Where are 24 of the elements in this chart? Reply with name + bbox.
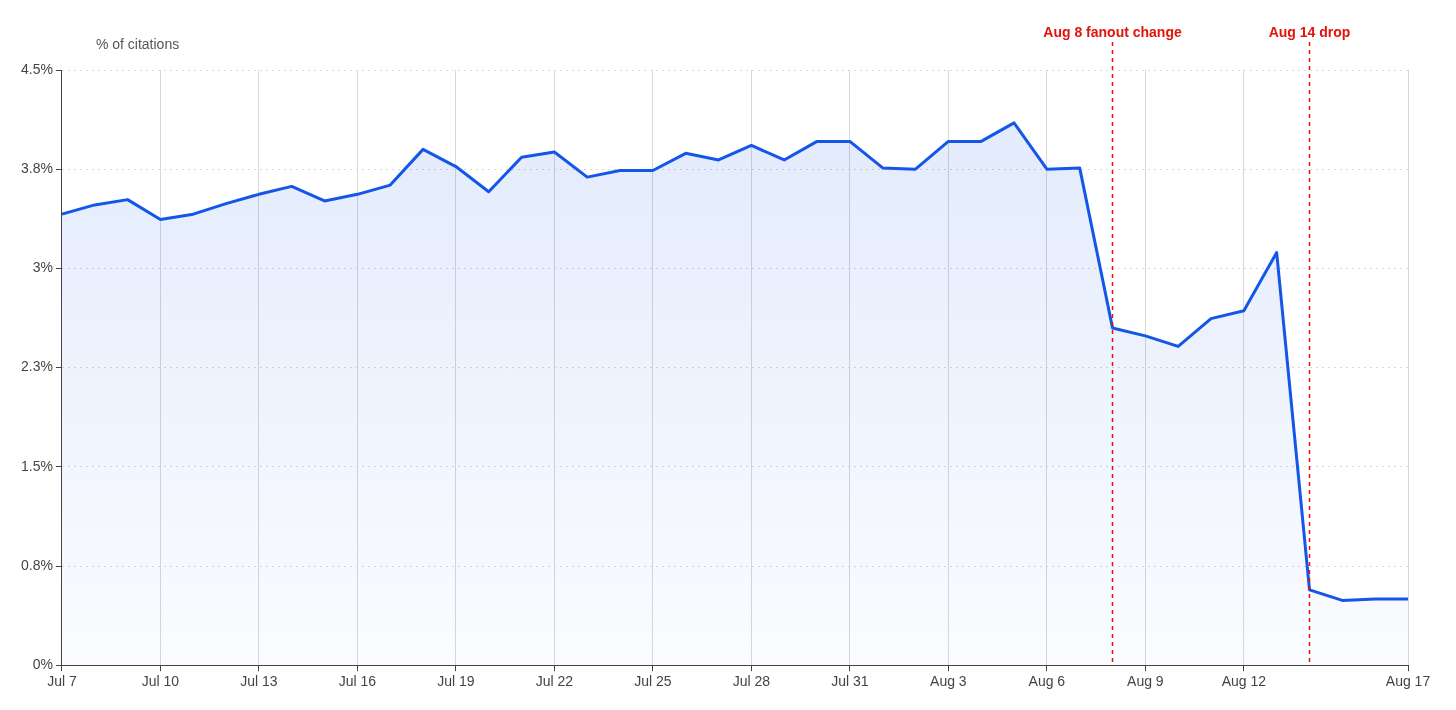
x-tick-label: Jul 19: [437, 673, 475, 690]
x-tick-label: Aug 6: [1028, 673, 1066, 690]
x-tick-label: Jul 22: [535, 673, 574, 690]
x-tick-label: Aug 9: [1127, 673, 1164, 690]
y-tick-label: 3%: [32, 259, 53, 276]
x-tick-label: Aug 3: [930, 673, 967, 690]
y-axis-title: % of citations: [95, 35, 180, 52]
x-tick-label: Jul 31: [831, 673, 869, 690]
ref-line-label: Aug 8 fanout change: [1043, 23, 1182, 40]
x-tick-label: Jul 13: [240, 673, 278, 690]
x-tick-label: Jul 7: [47, 673, 77, 690]
ref-line-label: Aug 14 drop: [1268, 23, 1351, 40]
y-tick-label: 1.5%: [20, 457, 53, 474]
x-tick-label: Jul 28: [732, 673, 771, 690]
y-tick-label: 0%: [32, 656, 53, 673]
y-tick-label: 0.8%: [20, 556, 53, 573]
x-tick-label: Aug 17: [1385, 673, 1431, 690]
x-tick-label: Jul 25: [634, 673, 672, 690]
x-tick-label: Aug 12: [1221, 673, 1267, 690]
y-tick-label: 3.8%: [20, 160, 53, 177]
y-tick-label: 2.3%: [20, 358, 53, 375]
x-tick-label: Jul 10: [141, 673, 180, 690]
y-tick-label: 4.5%: [20, 60, 53, 77]
x-tick-label: Jul 16: [338, 673, 377, 690]
